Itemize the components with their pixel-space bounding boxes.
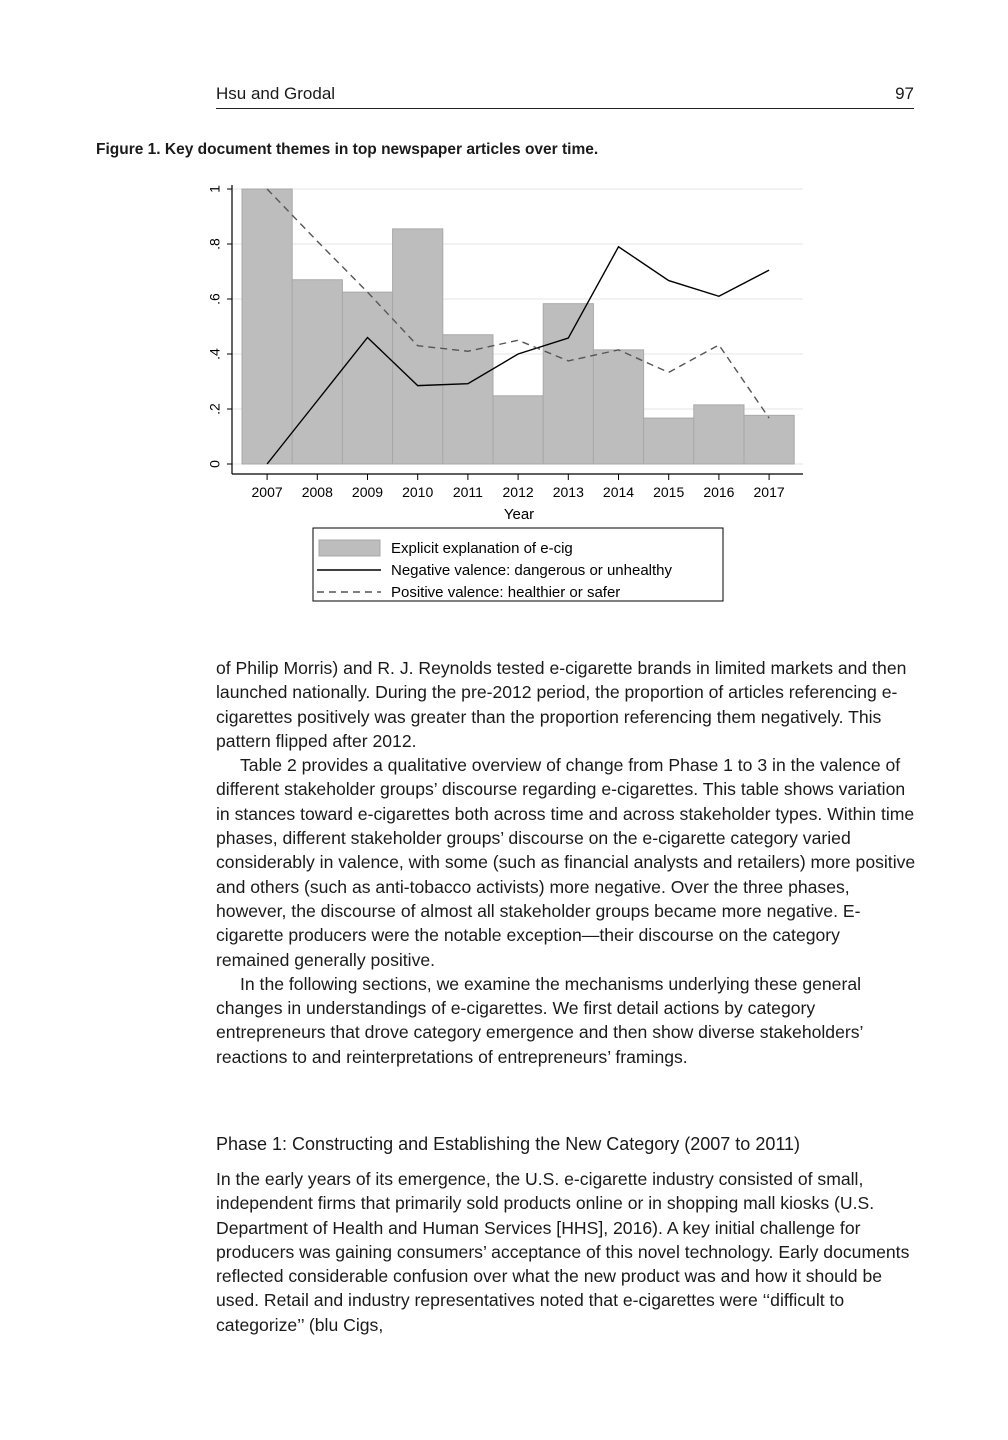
x-tick-label: 2008 <box>302 484 333 500</box>
body-text: of Philip Morris) and R. J. Reynolds tes… <box>216 656 916 1069</box>
bar-explicit-explanation <box>241 188 293 465</box>
y-tick-label: .2 <box>207 403 223 415</box>
chart-legend: Explicit explanation of e-cig Negative va… <box>312 527 724 602</box>
y-tick-labels: 0 .2 .4 .6 .8 1 <box>207 185 232 468</box>
legend-label: Explicit explanation of e-cig <box>391 540 573 557</box>
legend-swatch <box>318 539 381 557</box>
y-tick-label: 0 <box>207 460 223 468</box>
bar-explicit-explanation <box>341 291 394 465</box>
bar-explicit-explanation <box>592 349 645 465</box>
chart-bars <box>241 188 795 465</box>
bar-explicit-explanation <box>492 395 544 465</box>
bar-explicit-explanation <box>743 414 795 465</box>
x-tick-label: 2016 <box>703 484 734 500</box>
x-tick-label: 2014 <box>603 484 634 500</box>
running-header: Hsu and Grodal 97 <box>216 82 914 109</box>
x-tick-label: 2017 <box>754 484 785 500</box>
paragraph: of Philip Morris) and R. J. Reynolds tes… <box>216 658 907 751</box>
figure-caption: Figure 1. Key document themes in top new… <box>96 141 599 158</box>
x-tick-label: 2015 <box>653 484 684 500</box>
bar-explicit-explanation <box>693 404 745 465</box>
section-body: In the early years of its emergence, the… <box>216 1167 916 1337</box>
x-tick-label: 2007 <box>252 484 283 500</box>
chart-axes <box>231 185 803 475</box>
legend-label: Negative valence: dangerous or unhealthy <box>391 562 673 579</box>
bar-explicit-explanation <box>542 303 594 465</box>
chart-lines <box>266 188 770 465</box>
header-authors: Hsu and Grodal <box>216 84 336 103</box>
x-axis-label: Year <box>504 506 534 523</box>
y-tick-label: 1 <box>207 185 223 193</box>
x-tick-label: 2010 <box>402 484 433 500</box>
y-tick-label: .6 <box>207 293 223 305</box>
x-tick-labels: 2007 2008 2009 2010 2011 2012 2013 2014 2015 2016… <box>252 474 785 500</box>
legend-label: Positive valence: healthier or safer <box>391 584 620 601</box>
x-tick-label: 2011 <box>453 484 483 500</box>
section-heading: Phase 1: Constructing and Establishing t… <box>216 1134 801 1154</box>
bar-explicit-explanation <box>442 334 494 465</box>
bar-explicit-explanation <box>392 228 444 465</box>
y-tick-label: .8 <box>207 238 223 250</box>
line-positive-valence <box>266 188 770 419</box>
x-tick-label: 2009 <box>352 484 383 500</box>
line-negative-valence <box>266 245 770 465</box>
legend-box <box>312 527 724 602</box>
bar-explicit-explanation <box>291 279 343 465</box>
bar-explicit-explanation <box>643 417 695 465</box>
x-tick-label: 2012 <box>503 484 534 500</box>
paragraph: Table 2 provides a qualitative overview … <box>216 755 916 970</box>
paragraph: In the following sections, we examine th… <box>216 973 863 1067</box>
figure-chart: 0.2.4.6.81 2007 2008 2009 2010 2011 2012 2013 2… <box>207 185 803 602</box>
x-tick-label: 2013 <box>553 484 584 500</box>
page-number: 97 <box>895 84 914 103</box>
y-tick-label: .4 <box>207 348 223 360</box>
paragraph: In the early years of its emergence, the… <box>216 1169 910 1335</box>
